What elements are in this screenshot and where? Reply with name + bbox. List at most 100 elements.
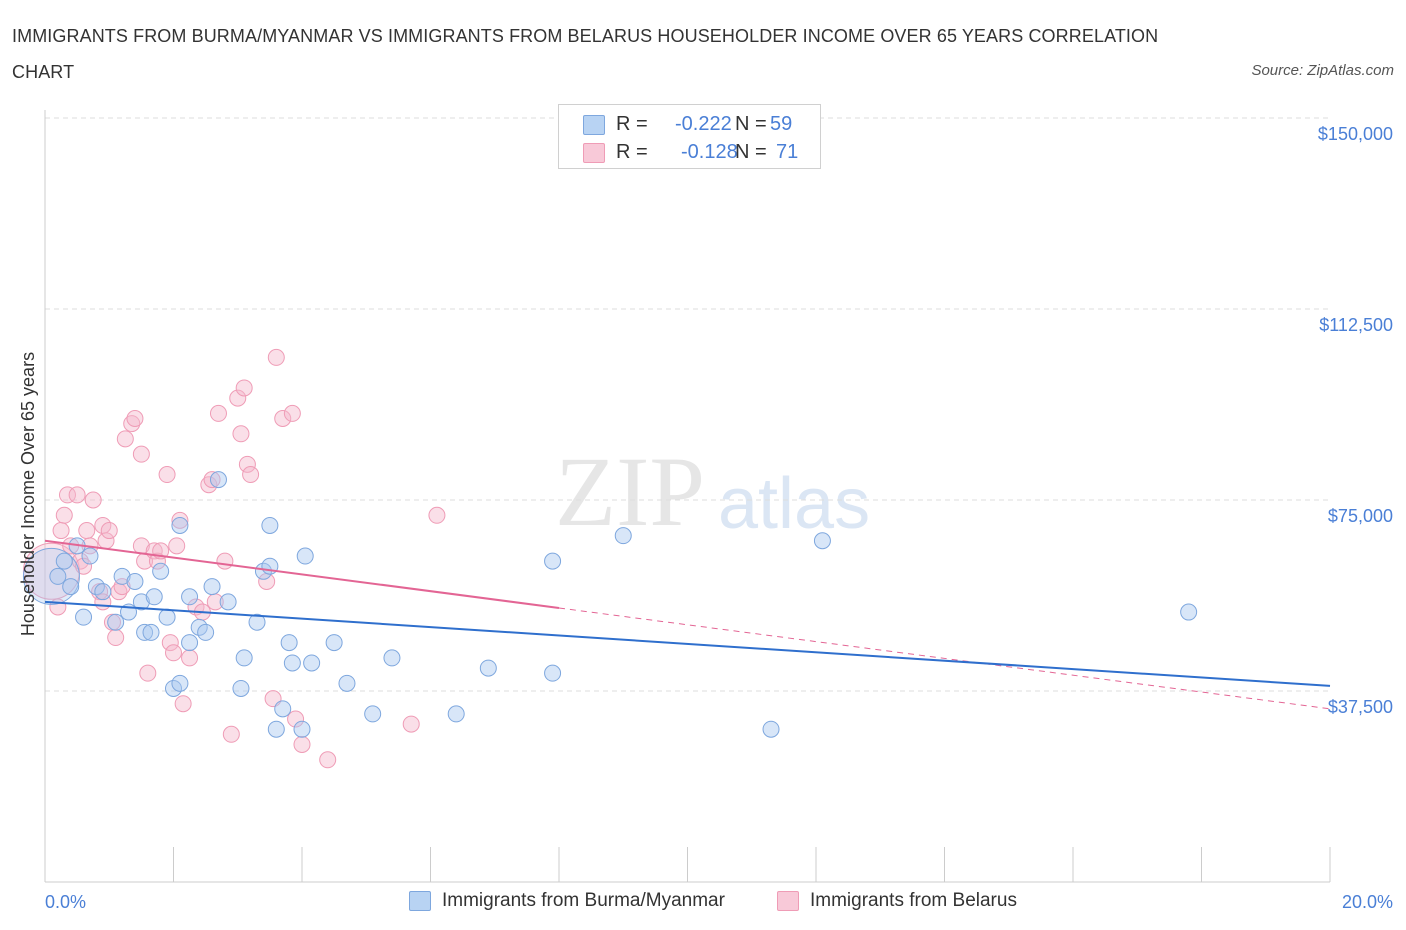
data-point — [447, 705, 465, 723]
bottom-legend-swatch-pink — [777, 891, 799, 911]
legend-n-label: N = — [735, 113, 767, 135]
data-point — [283, 654, 301, 672]
data-point — [235, 379, 253, 397]
data-point — [364, 705, 382, 723]
trend-lines — [44, 539, 1331, 710]
data-point — [248, 613, 266, 631]
legend-n-value: 59 — [770, 113, 793, 135]
data-point — [55, 506, 73, 524]
data-point — [84, 491, 102, 509]
data-point — [55, 552, 73, 570]
data-point — [544, 664, 562, 682]
legend-n-label: N = — [735, 141, 767, 163]
data-point — [123, 415, 141, 433]
belarus-trend-solid — [44, 539, 560, 609]
y-axis-title: Householder Income Over 65 years — [18, 352, 38, 636]
burma-trend-solid — [44, 600, 1331, 687]
data-point — [174, 695, 192, 713]
data-point — [158, 466, 176, 484]
y-tick-label: $37,500 — [1328, 697, 1393, 717]
data-point — [75, 557, 93, 575]
data-point — [58, 486, 76, 504]
data-point — [168, 537, 186, 555]
data-point — [181, 649, 199, 667]
data-point — [171, 511, 189, 529]
data-point — [161, 634, 179, 652]
belarus-trend-dashed — [558, 607, 1331, 710]
data-point — [261, 516, 279, 534]
data-point — [81, 547, 99, 565]
data-point — [49, 567, 67, 585]
bottom-legend-label: Immigrants from Belarus — [810, 890, 1017, 911]
x-tick-label: 0.0% — [45, 892, 86, 912]
data-point — [293, 735, 311, 753]
data-point — [22, 547, 80, 605]
data-point — [203, 578, 221, 596]
y-tick-label: $75,000 — [1328, 506, 1393, 526]
data-point — [296, 547, 314, 565]
data-point — [107, 629, 125, 647]
data-point — [544, 552, 562, 570]
data-point — [126, 572, 144, 590]
data-point — [132, 593, 150, 611]
data-point — [222, 725, 240, 743]
data-point — [165, 644, 182, 662]
chart-title: IMMIGRANTS FROM BURMA/MYANMAR VS IMMIGRA… — [12, 26, 1159, 82]
x-tick-label: 20.0% — [1342, 892, 1393, 912]
data-point — [293, 720, 311, 738]
data-point — [319, 751, 337, 769]
data-point — [242, 466, 260, 484]
data-point — [148, 552, 166, 570]
data-point — [274, 410, 292, 428]
data-point — [813, 532, 831, 550]
data-point — [428, 506, 446, 524]
data-point — [171, 516, 189, 534]
data-point — [132, 445, 150, 463]
stats-legend: R = -0.222 N = 59 R = -0.128 N = 71 — [558, 104, 821, 169]
legend-r-value: -0.222 — [675, 113, 732, 135]
data-point — [229, 389, 247, 407]
data-point — [283, 404, 301, 422]
data-point — [614, 527, 632, 545]
data-point — [303, 654, 321, 672]
data-point — [232, 679, 250, 697]
data-point — [238, 455, 256, 473]
bottom-legend-label: Immigrants from Burma/Myanmar — [442, 890, 725, 911]
data-point — [402, 715, 420, 733]
data-point — [235, 649, 253, 667]
data-point — [197, 623, 215, 641]
watermark: ZIP atlas — [555, 436, 870, 547]
data-point — [762, 720, 780, 738]
tick-labels: $37,500 $75,000 $112,500 $150,000 0.0% 20.0% — [45, 124, 1393, 912]
data-point — [171, 674, 189, 692]
data-point — [142, 623, 160, 641]
legend-r-label: R = — [616, 141, 648, 163]
data-point — [68, 486, 86, 504]
data-point — [267, 720, 285, 738]
axes — [44, 110, 1331, 883]
data-point — [209, 404, 227, 422]
data-point — [94, 583, 112, 601]
data-point — [62, 578, 80, 596]
data-point — [75, 608, 93, 626]
data-point — [113, 578, 131, 596]
source-label: Source: ZipAtlas.com — [1251, 62, 1394, 79]
data-point — [152, 562, 170, 580]
legend-n-value: 71 — [776, 141, 799, 163]
data-point — [325, 634, 343, 652]
data-point — [383, 649, 401, 667]
watermark-zip: ZIP — [555, 436, 705, 547]
watermark-atlas: atlas — [718, 464, 870, 544]
data-point — [200, 476, 218, 494]
data-point — [280, 634, 298, 652]
data-point — [219, 593, 237, 611]
bottom-legend-swatch-blue — [409, 891, 431, 911]
data-point — [479, 659, 497, 677]
data-point — [116, 430, 134, 448]
data-point — [52, 522, 70, 540]
data-point — [216, 552, 234, 570]
data-point — [113, 567, 131, 585]
data-point — [232, 425, 250, 443]
data-point — [136, 623, 154, 641]
